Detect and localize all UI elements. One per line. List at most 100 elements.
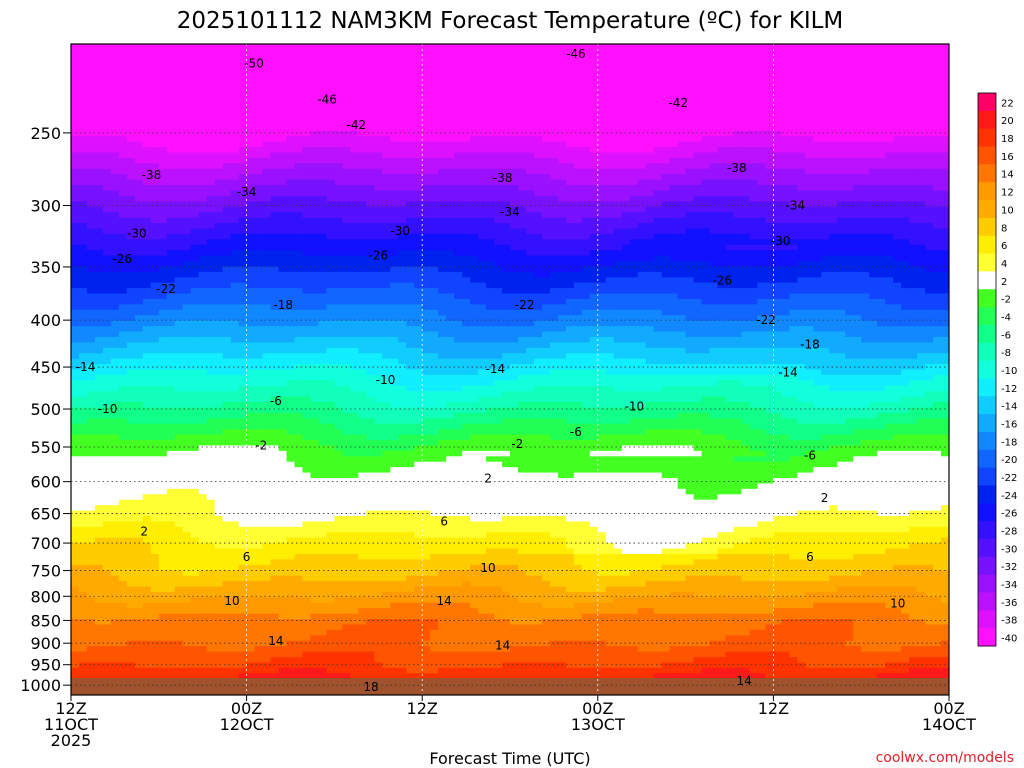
contour-label: -10 (376, 373, 396, 387)
colorbar-label: -22 (1001, 473, 1017, 484)
colorbar-swatch (978, 253, 996, 272)
colorbar-swatch (978, 342, 996, 362)
contour-label: -46 (317, 93, 337, 107)
colorbar-label: 8 (1001, 223, 1007, 234)
contour-label: -14 (76, 360, 96, 374)
contour-label: 2 (140, 525, 148, 539)
colorbar-swatch (978, 538, 996, 558)
colorbar-label: -34 (1001, 580, 1017, 591)
colorbar-swatch (978, 503, 996, 522)
contour-label: -42 (668, 96, 688, 110)
plot-area: -50-46-46-42-42-38 -38-38-34-34 -34-30 -30-… (71, 44, 949, 695)
colorbar-label: -8 (1001, 348, 1011, 359)
colorbar-swatch (978, 128, 996, 148)
y-tick-label: 700 (30, 534, 61, 553)
colorbar-label: -30 (1001, 544, 1017, 555)
color-legend: 22 20 18 16 14 12 10 8 6 4 2 -2 -4 -6 -8 -10 -12 -14 -16 -1… (977, 92, 1017, 647)
contour-label: -10 (98, 402, 118, 416)
y-tick-label: 500 (30, 400, 61, 419)
x-axis-label: Forecast Time (UTC) (429, 749, 590, 768)
plot-frame (70, 43, 950, 696)
colorbar-label: 12 (1001, 188, 1014, 199)
colorbar-swatch (978, 200, 996, 219)
contour-label: -34 (500, 205, 520, 219)
colorbar-label: 4 (1001, 259, 1007, 270)
contour-label: -30 (390, 224, 410, 238)
colorbar-swatch (978, 521, 996, 540)
x-tick-label: 11OCT (44, 715, 98, 734)
contour-label: -38 (727, 161, 747, 175)
contour-label: -6 (804, 449, 816, 463)
grid (71, 44, 949, 695)
colorbar-label: -26 (1001, 509, 1017, 520)
colorbar-label: 2 (1001, 277, 1007, 288)
y-tick-label: 900 (30, 634, 61, 653)
colorbar-swatch (978, 378, 996, 397)
contour-label: -18 (800, 337, 820, 351)
contour-label: -2 (511, 437, 523, 451)
colorbar-label: -10 (1001, 366, 1017, 377)
contour-label: 2 (821, 491, 829, 505)
x-tick-label: 2025 (51, 731, 92, 750)
x-tick-label: 13OCT (571, 715, 625, 734)
colorbar-swatch (978, 235, 996, 255)
contour-label: -26 (368, 248, 388, 262)
colorbar-swatch (978, 574, 996, 593)
y-tick-label: 550 (30, 438, 61, 457)
x-tick-label: 12Z (407, 699, 438, 718)
contour-label: -50 (244, 56, 264, 70)
contour-label: -30 (127, 227, 147, 241)
colorbar-label: -12 (1001, 384, 1017, 395)
colorbar-swatch (978, 289, 996, 308)
contour-label: 14 (437, 594, 452, 608)
contour-label: 2 (484, 471, 492, 485)
contour-label: 14 (268, 634, 283, 648)
colorbar-label: -40 (1001, 634, 1017, 645)
y-tick-label: 950 (30, 656, 61, 675)
colorbar-label: -28 (1001, 527, 1017, 538)
colorbar-label: -20 (1001, 455, 1017, 466)
colorbar-swatch (978, 467, 996, 486)
colorbar-swatch (978, 217, 996, 237)
colorbar-label: 16 (1001, 152, 1014, 163)
y-tick-label: 350 (30, 258, 61, 277)
y-tick-label: 400 (30, 311, 61, 330)
contour-label: -34 (237, 185, 257, 199)
colorbar-label: -38 (1001, 616, 1017, 627)
contour-label: 6 (806, 550, 814, 564)
contour-label: 10 (224, 594, 239, 608)
contour-label: 14 (736, 674, 751, 688)
contour-label: -22 (515, 298, 535, 312)
colorbar-swatch (978, 324, 996, 344)
contour-labels: -50-46-46-42-42-38 -38-38-34-34 -34-30 -30-… (76, 47, 906, 694)
colorbar-swatch (978, 449, 996, 469)
x-tick-label: 12OCT (220, 715, 274, 734)
y-tick-label: 850 (30, 611, 61, 630)
y-tick-label: 250 (30, 124, 61, 143)
colorbar-swatch (978, 556, 996, 576)
colorbar-swatch (978, 110, 996, 130)
colorbar-swatch (978, 360, 996, 379)
contour-label: -2 (255, 439, 267, 453)
contour-label: -6 (270, 394, 282, 408)
y-tick-label: 450 (30, 358, 61, 377)
temperature-field (71, 44, 949, 695)
y-axis: 250 300 350 400 450 500 550 600 650 700 750 800 850 9… (20, 124, 71, 695)
colorbar-swatch (978, 182, 996, 201)
contour-label: -10 (625, 400, 645, 414)
credit-url[interactable]: coolwx.com/models (876, 750, 1014, 766)
colorbar-swatch (978, 271, 996, 290)
contour-label: -14 (778, 365, 798, 379)
ground-surface (71, 678, 949, 695)
colorbar-label: 20 (1001, 116, 1014, 127)
colorbar-label: -24 (1001, 491, 1017, 502)
contour-label: -22 (156, 282, 176, 296)
contour-label: -6 (570, 425, 582, 439)
colorbar-label: -32 (1001, 562, 1017, 573)
colorbar-swatch (978, 628, 996, 647)
contour-label: -46 (566, 47, 586, 61)
contour-label: 10 (480, 561, 495, 575)
y-tick-label: 800 (30, 587, 61, 606)
